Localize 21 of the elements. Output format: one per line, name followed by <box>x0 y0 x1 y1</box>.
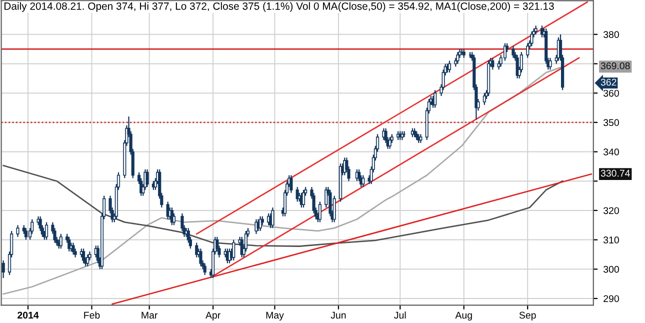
x-tick-label: Mar <box>142 312 158 319</box>
y-tick-label: 320 <box>603 207 619 214</box>
y-tick-label: 290 <box>604 295 619 302</box>
x-tick-label: 2014 <box>18 312 39 319</box>
text: 369.08 <box>600 62 630 70</box>
x-tick-label: Jul <box>394 311 406 319</box>
x-tick-label: Sep <box>519 312 536 321</box>
y-tick-label: 310 <box>603 236 619 244</box>
y-tick-label: 300 <box>603 266 619 273</box>
x-tick-label: Feb <box>84 311 100 319</box>
y-tick-label: 380 <box>603 31 619 38</box>
x-tick-label: May <box>266 312 284 321</box>
x-tick-label: Jun <box>330 312 346 319</box>
y-tick-label: 350 <box>603 119 619 126</box>
x-tick-label: Apr <box>206 312 220 321</box>
text: 362 <box>600 78 616 86</box>
text: 330.74 <box>600 170 630 177</box>
x-tick-label: Aug <box>455 312 472 321</box>
y-tick-label: 340 <box>603 148 619 156</box>
y-tick-label: 360 <box>603 90 619 97</box>
chart-title: Daily 2014.08.21. Open 374, Hi 377, Lo 372, Close 375 (1.1%) Vol 0 MA(Close,50) = 354.92, MA1(Close,200) = 321.13 <box>4 2 554 12</box>
